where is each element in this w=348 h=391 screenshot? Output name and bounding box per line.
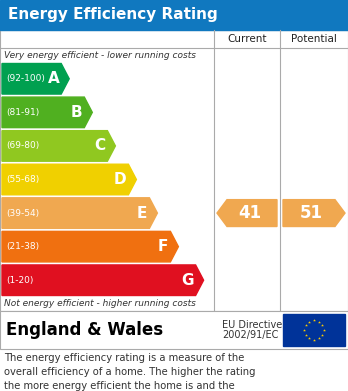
Text: (21-38): (21-38)	[6, 242, 39, 251]
Text: (81-91): (81-91)	[6, 108, 39, 117]
Bar	[283, 314, 345, 346]
Text: 2002/91/EC: 2002/91/EC	[222, 330, 278, 340]
Text: The energy efficiency rating is a measure of the
overall efficiency of a home. T: The energy efficiency rating is a measur…	[4, 353, 255, 391]
Polygon shape	[2, 198, 157, 228]
Text: 51: 51	[300, 204, 323, 222]
Text: (1-20): (1-20)	[6, 276, 33, 285]
Polygon shape	[2, 97, 92, 127]
Polygon shape	[2, 131, 116, 161]
Bar	[0, 311, 348, 349]
Text: G: G	[181, 273, 193, 288]
Text: EU Directive: EU Directive	[222, 320, 282, 330]
Text: Not energy efficient - higher running costs: Not energy efficient - higher running co…	[4, 300, 196, 308]
Text: F: F	[158, 239, 168, 254]
Text: (39-54): (39-54)	[6, 208, 39, 217]
Text: D: D	[114, 172, 126, 187]
Polygon shape	[2, 231, 179, 262]
Text: Current: Current	[227, 34, 267, 44]
Text: C: C	[94, 138, 105, 153]
Text: (55-68): (55-68)	[6, 175, 39, 184]
Text: Energy Efficiency Rating: Energy Efficiency Rating	[8, 7, 218, 23]
Text: A: A	[47, 71, 59, 86]
Polygon shape	[2, 265, 204, 296]
Polygon shape	[2, 63, 69, 94]
Text: (69-80): (69-80)	[6, 142, 39, 151]
Text: Potential: Potential	[291, 34, 337, 44]
Bar	[0, 0, 348, 30]
Polygon shape	[283, 200, 345, 226]
Bar	[0, 30, 348, 311]
Text: 41: 41	[238, 204, 262, 222]
Text: Very energy efficient - lower running costs: Very energy efficient - lower running co…	[4, 50, 196, 59]
Text: England & Wales: England & Wales	[6, 321, 163, 339]
Text: B: B	[71, 105, 82, 120]
Polygon shape	[217, 200, 277, 226]
Polygon shape	[2, 164, 136, 195]
Text: E: E	[137, 206, 148, 221]
Text: (92-100): (92-100)	[6, 74, 45, 83]
